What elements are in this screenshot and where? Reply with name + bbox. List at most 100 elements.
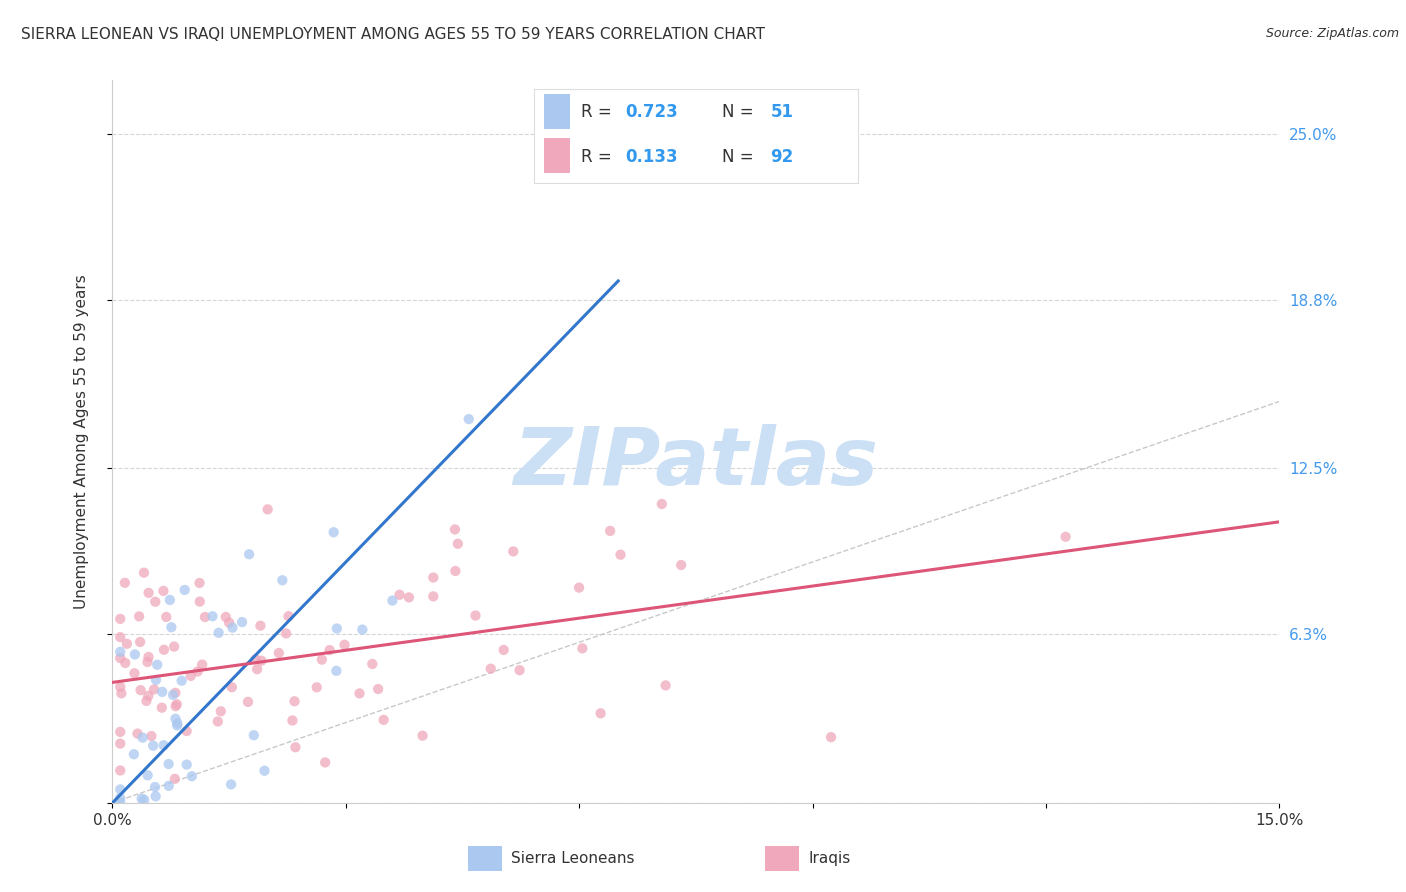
Point: [155, 610, 177, 624]
Point: [314, 756, 336, 770]
Point: [138, 649, 160, 664]
Point: [114, 809, 136, 823]
Point: [194, 610, 217, 624]
Text: 0.723: 0.723: [624, 103, 678, 120]
Point: [150, 700, 173, 714]
Point: [422, 590, 444, 604]
Point: [124, 648, 146, 662]
Point: [122, 747, 145, 762]
Point: [146, 818, 169, 832]
Point: [131, 731, 153, 745]
FancyBboxPatch shape: [765, 846, 799, 871]
Point: [110, 612, 132, 626]
Point: [153, 642, 176, 657]
Point: [231, 615, 253, 629]
Point: [125, 809, 148, 823]
FancyBboxPatch shape: [544, 94, 569, 129]
Point: [209, 704, 232, 718]
Point: [250, 654, 273, 668]
Text: N =: N =: [721, 148, 759, 166]
Point: [138, 586, 160, 600]
Point: [129, 683, 152, 698]
Point: [333, 638, 356, 652]
Point: [145, 789, 167, 804]
Point: [114, 575, 136, 590]
Point: [215, 610, 238, 624]
Point: [654, 678, 676, 692]
Point: [509, 663, 531, 677]
Point: [166, 698, 188, 712]
Point: [146, 657, 169, 672]
Point: [145, 673, 167, 687]
Point: [176, 724, 198, 739]
Point: [352, 623, 374, 637]
Point: [281, 714, 304, 728]
Point: [236, 695, 259, 709]
FancyBboxPatch shape: [468, 846, 502, 871]
Point: [115, 637, 138, 651]
Point: [820, 730, 842, 744]
Point: [447, 537, 470, 551]
Point: [326, 622, 349, 636]
Point: [110, 645, 132, 659]
Text: N =: N =: [721, 103, 759, 120]
Point: [502, 544, 524, 558]
Point: [166, 716, 188, 731]
Point: [166, 718, 188, 732]
Text: R =: R =: [581, 103, 617, 120]
Point: [253, 764, 276, 778]
Point: [150, 685, 173, 699]
Point: [277, 609, 299, 624]
Point: [256, 502, 278, 516]
Text: Sierra Leoneans: Sierra Leoneans: [512, 851, 634, 866]
Point: [124, 666, 146, 681]
Point: [143, 780, 166, 794]
Point: [245, 652, 267, 666]
Point: [110, 725, 132, 739]
Point: [305, 681, 328, 695]
Point: [398, 591, 420, 605]
Point: [457, 412, 479, 426]
Point: [110, 630, 132, 644]
Point: [219, 777, 242, 791]
Point: [589, 706, 612, 721]
Point: [170, 673, 193, 688]
Point: [143, 595, 166, 609]
Text: R =: R =: [581, 148, 617, 166]
Point: [157, 779, 180, 793]
Point: [136, 655, 159, 669]
Point: [152, 738, 174, 752]
Point: [464, 608, 486, 623]
Point: [571, 641, 593, 656]
Point: [479, 662, 502, 676]
Point: [110, 680, 132, 694]
Text: 92: 92: [770, 148, 793, 166]
Point: [165, 686, 187, 700]
Point: [325, 664, 347, 678]
Point: [218, 615, 240, 630]
Point: [136, 768, 159, 782]
Point: [188, 594, 211, 608]
Text: 0.133: 0.133: [624, 148, 678, 166]
Point: [132, 566, 155, 580]
Point: [568, 581, 591, 595]
Point: [188, 576, 211, 591]
Point: [136, 689, 159, 703]
Point: [669, 558, 692, 572]
Point: [651, 497, 673, 511]
Point: [609, 548, 631, 562]
Point: [110, 651, 132, 665]
Point: [152, 583, 174, 598]
Point: [207, 625, 229, 640]
Point: [110, 686, 132, 700]
Point: [155, 809, 177, 823]
Point: [388, 588, 411, 602]
Text: Iraqis: Iraqis: [808, 851, 851, 866]
Point: [373, 713, 395, 727]
Point: [143, 682, 166, 697]
Point: [361, 657, 384, 671]
Point: [135, 694, 157, 708]
Point: [444, 564, 467, 578]
Point: [207, 714, 229, 729]
Point: [284, 740, 307, 755]
